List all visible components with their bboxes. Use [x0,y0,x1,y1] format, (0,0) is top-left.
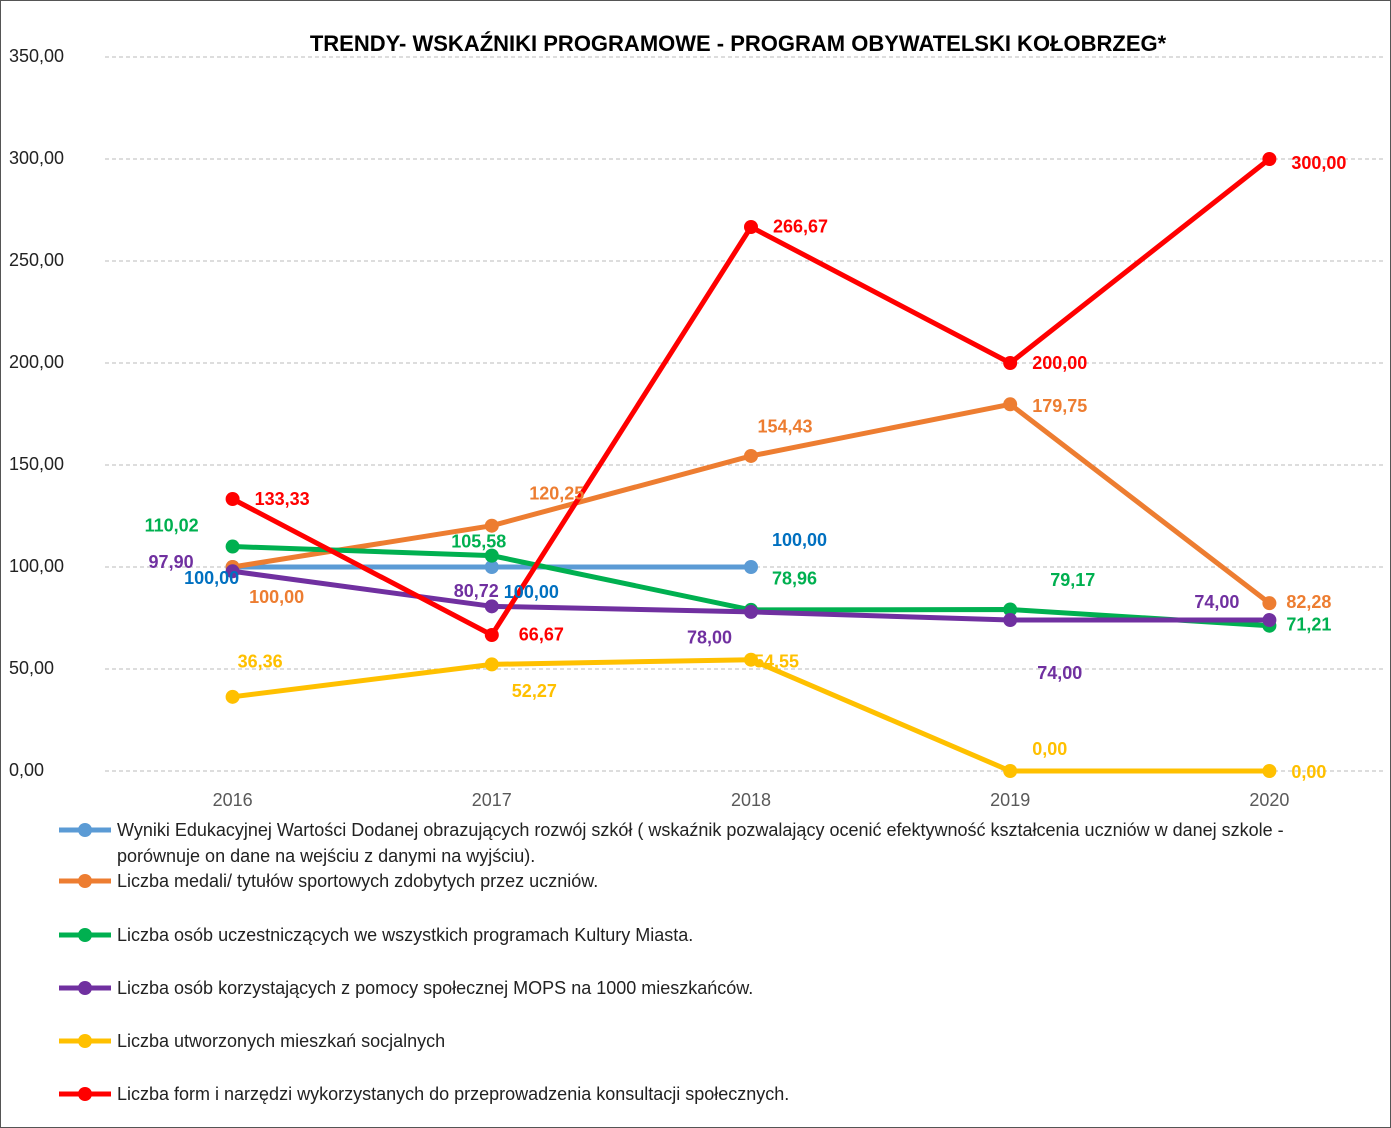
marker [1003,356,1018,370]
marker [225,564,240,579]
data-label: 100,00 [504,582,559,602]
legend-marker [78,981,92,995]
data-label: 74,00 [1194,592,1239,612]
data-label: 120,25 [529,483,584,503]
y-tick-label: 200,00 [9,352,64,372]
data-label: 110,02 [145,515,199,535]
legend-marker [78,1034,92,1048]
data-label: 100,00 [184,568,239,588]
data-label: 300,00 [1291,153,1346,173]
legend-label: Liczba osób uczestniczących we wszystkic… [117,925,694,945]
marker [484,518,499,533]
data-label: 266,67 [773,217,828,237]
marker [1262,596,1277,611]
x-tick-label: 2020 [1249,790,1289,810]
legend-label: Liczba osób korzystających z pomocy społ… [117,978,754,998]
marker [484,599,499,614]
legend-marker [78,823,92,837]
marker [1003,397,1018,412]
legend-swatch [59,981,111,995]
marker [484,560,499,574]
data-label: 52,27 [512,681,557,701]
legend-label: Liczba form i narzędzi wykorzystanych do… [117,1084,790,1104]
data-label: 179,75 [1032,396,1087,416]
marker [1262,764,1277,778]
marker [225,689,240,704]
data-label: 133,33 [255,489,310,509]
data-label: 74,00 [1037,663,1082,683]
data-label: 80,72 [454,581,499,601]
y-tick-label: 50,00 [9,658,54,678]
chart-title: TRENDY- WSKAŹNIKI PROGRAMOWE - PROGRAM O… [310,31,1167,56]
marker [1262,152,1277,166]
marker [1003,602,1018,617]
marker [744,604,758,619]
data-label: 66,67 [519,625,564,645]
legend-label: Wyniki Edukacyjnej Wartości Dodanej obra… [117,820,1284,866]
x-tick-label: 2017 [472,790,512,810]
marker [1262,613,1277,628]
legend-swatch [59,874,111,888]
data-label: 0,00 [1032,739,1067,759]
data-label: 78,96 [772,569,817,589]
x-tick-label: 2016 [213,790,253,810]
data-label: 78,00 [687,628,732,648]
data-label: 100,00 [772,530,827,550]
marker [225,492,240,507]
series-line [232,657,1270,774]
data-label: 0,00 [1291,762,1326,782]
y-tick-label: 350,00 [9,46,64,66]
legend-entry: Wyniki Edukacyjnej Wartości Dodanej obra… [57,817,1337,869]
legend-entry: Liczba osób korzystających z pomocy społ… [57,975,1337,1001]
data-label: 97,90 [149,552,194,572]
y-tick-label: 150,00 [9,454,64,474]
legend-swatch [59,928,111,942]
data-label: 100,00 [249,587,304,607]
legend-swatch [59,823,111,837]
legend-label: Liczba utworzonych mieszkań socjalnych [117,1031,446,1051]
marker [1003,764,1018,778]
y-tick-label: 250,00 [9,250,64,270]
marker [484,548,499,563]
legend-marker [78,1087,92,1101]
y-tick-label: 0,00 [9,760,44,780]
marker [225,539,240,554]
marker [744,448,758,463]
marker [484,657,499,672]
data-label: 154,43 [757,417,812,437]
marker [1003,613,1018,628]
data-label: 54,55 [754,651,799,671]
x-tick-label: 2019 [990,790,1030,810]
marker [484,627,499,642]
y-tick-label: 300,00 [9,148,64,168]
data-label: 79,17 [1050,570,1095,590]
legend-entry: Liczba utworzonych mieszkań socjalnych [57,1028,1337,1054]
data-label: 200,00 [1032,353,1087,373]
data-label: 105,58 [451,531,506,551]
marker [744,652,758,667]
legend-marker [78,928,92,942]
y-tick-label: 100,00 [9,556,64,576]
legend-label: Liczba medali/ tytułów sportowych zdobyt… [117,871,599,891]
x-tick-label: 2018 [731,790,771,810]
data-label: 71,21 [1286,614,1331,634]
marker [744,219,758,234]
legend-swatch [59,1087,111,1101]
legend-swatch [59,1034,111,1048]
legend-marker [78,874,92,888]
legend-entry: Liczba form i narzędzi wykorzystanych do… [57,1081,1337,1107]
data-label: 36,36 [238,652,283,672]
legend-entry: Liczba osób uczestniczących we wszystkic… [57,922,1337,948]
data-label: 82,28 [1286,592,1331,612]
marker [744,560,758,574]
legend-entry: Liczba medali/ tytułów sportowych zdobyt… [57,868,1337,894]
